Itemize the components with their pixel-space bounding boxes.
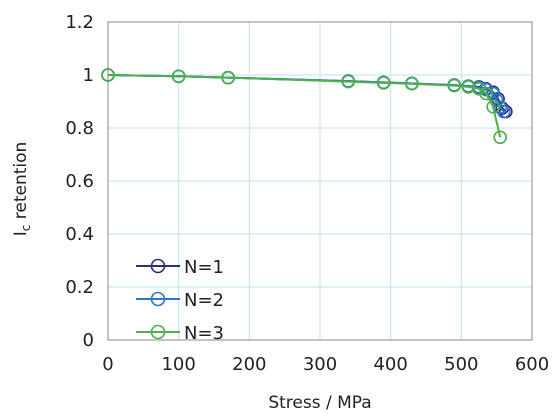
legend-item: N=2 — [136, 290, 224, 311]
y-tick-label: 0.4 — [65, 224, 94, 245]
y-axis-title-subscript: c — [19, 225, 33, 232]
data-point — [493, 130, 508, 145]
legend-marker — [150, 291, 166, 307]
y-axis-title-main: I — [11, 231, 31, 236]
data-point — [461, 80, 476, 94]
legend-marker — [150, 258, 166, 274]
x-tick-label: 100 — [161, 354, 195, 375]
grid — [107, 21, 533, 341]
data-point — [101, 68, 115, 82]
legend: N=1 N=2 N=3 — [136, 257, 224, 344]
x-tick-label: 0 — [102, 354, 113, 375]
y-tick-label: 0 — [83, 330, 94, 351]
y-tick-labels: 0 0.2 0.4 0.6 0.8 1 1.2 — [65, 12, 94, 351]
y-tick-label: 0.8 — [65, 118, 94, 139]
legend-item: N=1 — [136, 257, 224, 278]
legend-label: N=3 — [184, 323, 224, 344]
x-tick-label: 200 — [232, 354, 266, 375]
data-point — [405, 76, 419, 91]
x-tick-label: 400 — [373, 354, 407, 375]
legend-item: N=3 — [136, 323, 224, 344]
data-point — [171, 69, 186, 84]
x-tick-labels: 0 100 200 300 400 500 600 — [102, 354, 549, 375]
data-point — [486, 100, 500, 114]
data-point — [447, 78, 462, 93]
legend-marker — [150, 324, 166, 340]
y-tick-label: 0.2 — [65, 277, 94, 298]
x-tick-label: 500 — [444, 354, 478, 375]
y-tick-label: 0.6 — [65, 171, 94, 192]
data-point — [221, 70, 235, 85]
series-layer — [101, 68, 513, 145]
x-tick-label: 600 — [515, 354, 549, 375]
series-line — [107, 74, 502, 138]
data-point — [472, 81, 486, 96]
data-point — [479, 86, 493, 101]
y-axis-title-rest: retention — [11, 142, 31, 225]
series-3 — [101, 68, 508, 145]
plot-frame — [107, 21, 533, 341]
y-tick-label: 1.2 — [65, 12, 94, 33]
x-tick-label: 300 — [303, 354, 337, 375]
legend-label: N=2 — [184, 290, 224, 311]
data-point — [341, 74, 356, 89]
y-tick-label: 1 — [83, 65, 94, 86]
legend-label: N=1 — [184, 257, 224, 278]
y-axis-title: Ic retention — [11, 142, 33, 237]
data-point — [376, 76, 391, 90]
x-axis-title: Stress / MPa — [268, 393, 371, 413]
